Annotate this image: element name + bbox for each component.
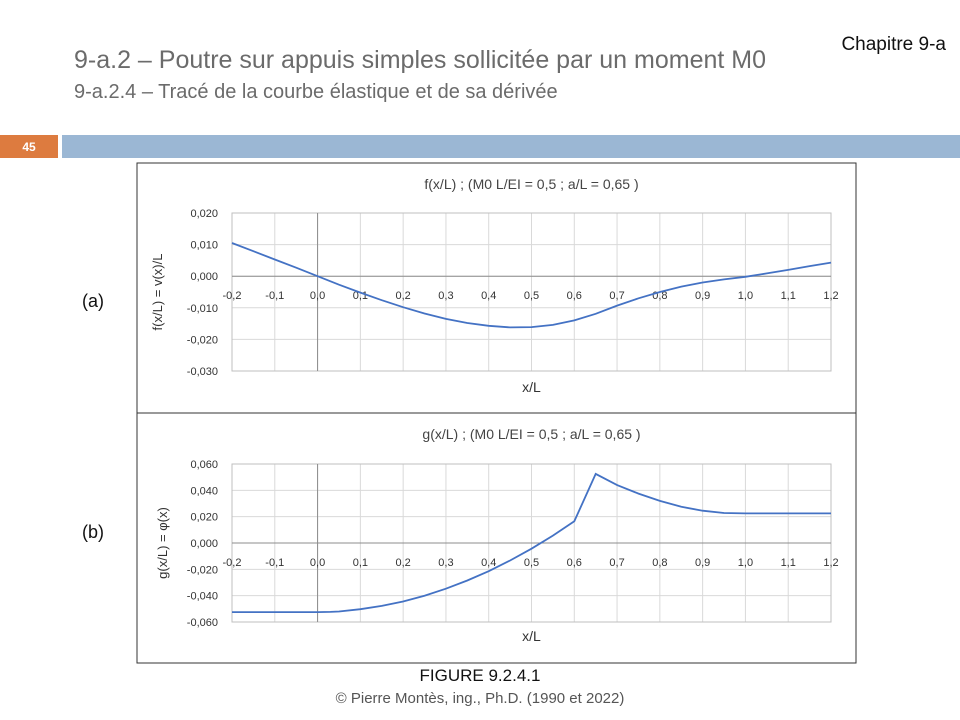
x-tick-label: 0,0: [310, 557, 325, 569]
chart-frame: [136, 412, 857, 664]
y-tick-label: 0,020: [190, 208, 218, 220]
series-line: [232, 472, 831, 613]
x-tick-label: 1,2: [823, 290, 838, 302]
y-axis-label: f(x/L) = v(x)/L: [150, 254, 165, 331]
slide-subtitle: 9-a.2.4 – Tracé de la courbe élastique e…: [74, 81, 558, 103]
x-tick-label: 1,0: [738, 290, 753, 302]
x-tick-label: 0,6: [567, 290, 582, 302]
x-tick-label: 0,4: [481, 557, 496, 569]
chart-frame: [136, 162, 857, 414]
y-tick-label: 0,010: [190, 240, 218, 252]
series-line: [231, 242, 832, 329]
x-tick-label: -0,2: [223, 557, 242, 569]
x-tick-label: 0,9: [695, 290, 710, 302]
x-axis-label: x/L: [522, 628, 541, 644]
y-tick-label: -0,010: [187, 303, 218, 315]
x-tick-label: 0,7: [609, 290, 624, 302]
x-tick-label: 0,4: [481, 290, 496, 302]
x-tick-label: 1,1: [781, 290, 796, 302]
x-tick-label: 0,5: [524, 557, 539, 569]
y-tick-label: -0,020: [187, 334, 218, 346]
y-tick-label: 0,000: [190, 538, 218, 550]
y-tick-label: 0,040: [190, 485, 218, 497]
x-tick-label: 1,0: [738, 557, 753, 569]
x-tick-label: 0,3: [438, 557, 453, 569]
x-tick-label: 0,7: [609, 557, 624, 569]
chart-title: f(x/L) ; (M0 L/EI = 0,5 ; a/L = 0,65 ): [424, 176, 638, 192]
y-tick-label: 0,000: [190, 271, 218, 283]
chart-title: g(x/L) ; (M0 L/EI = 0,5 ; a/L = 0,65 ): [422, 426, 640, 442]
x-tick-label: 0,6: [567, 557, 582, 569]
plot-area: [231, 212, 832, 372]
x-tick-label: -0,2: [223, 290, 242, 302]
x-tick-label: 0,3: [438, 290, 453, 302]
x-tick-label: 0,9: [695, 557, 710, 569]
y-tick-label: 0,060: [190, 459, 218, 471]
y-tick-label: -0,040: [187, 591, 218, 603]
y-tick-label: -0,060: [187, 617, 218, 629]
header-bar: [62, 135, 960, 158]
x-tick-label: 0,1: [353, 557, 368, 569]
x-tick-label: -0,1: [265, 290, 284, 302]
x-tick-label: 1,2: [823, 557, 838, 569]
copyright-notice: © Pierre Montès, ing., Ph.D. (1990 et 20…: [335, 690, 625, 707]
x-tick-label: 0,2: [395, 290, 410, 302]
slide-title: 9-a.2 – Poutre sur appuis simples sollic…: [74, 46, 766, 74]
y-axis-label: g(x/L) = φ(x): [155, 507, 170, 579]
x-tick-label: 0,8: [652, 557, 667, 569]
x-tick-label: 0,0: [310, 290, 325, 302]
chapter-label: Chapitre 9-a: [841, 34, 946, 55]
panel-label-a: (a): [82, 291, 104, 311]
figure-caption: FIGURE 9.2.4.1: [419, 666, 541, 685]
chart-g: 0,060 0,040 0,020 0,000 -0,020 -0,040 -0,060 -0…: [136, 412, 857, 664]
panel-label-b: (b): [82, 522, 104, 542]
y-tick-label: -0,030: [187, 366, 218, 378]
x-tick-label: 0,5: [524, 290, 539, 302]
page-number-badge: 45: [0, 135, 58, 158]
y-tick-label: 0,020: [190, 512, 218, 524]
x-tick-label: -0,1: [265, 557, 284, 569]
x-tick-label: 1,1: [781, 557, 796, 569]
y-tick-label: -0,020: [187, 564, 218, 576]
chart-f: 0,020 0,010 0,000 -0,010 -0,020 -0,030 -0,2 -0,…: [136, 162, 857, 414]
x-tick-label: 0,2: [395, 557, 410, 569]
x-axis-label: x/L: [522, 379, 541, 395]
